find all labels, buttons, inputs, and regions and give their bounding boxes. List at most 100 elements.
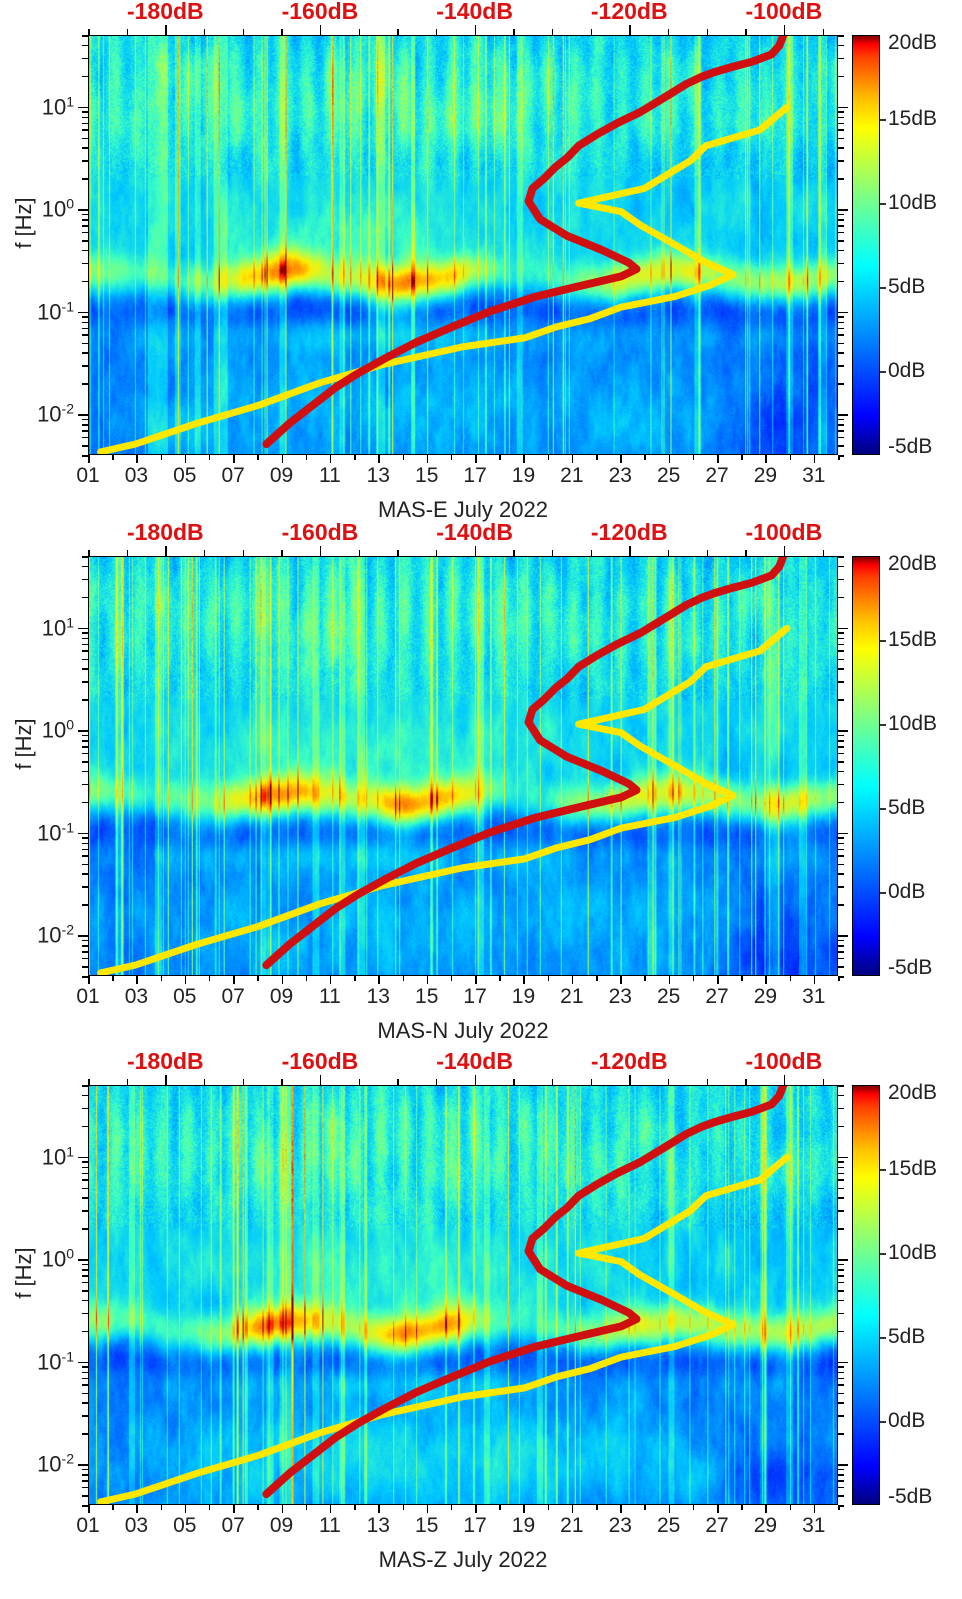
right-axis-minor-tick [838,316,844,318]
frequency-axis-minor-tick [82,321,88,324]
right-axis-minor-tick [838,1486,844,1489]
right-axis-minor-tick [838,873,844,875]
top-axis-tick [281,29,283,35]
top-axis-tick [551,550,554,556]
noise-model-overlay [97,36,791,454]
right-axis-minor-tick [838,1161,844,1163]
day-axis-tick [789,976,792,981]
right-axis-minor-tick [838,1402,844,1404]
frequency-axis-minor-tick [82,1402,88,1404]
day-axis-tick [499,1505,501,1510]
top-axis-tick [319,546,322,556]
top-axis-tick [435,550,438,556]
right-axis-minor-tick [838,321,844,324]
right-axis-tick [838,106,848,109]
frequency-axis-minor-tick [82,1290,88,1292]
right-axis-minor-tick [838,1371,844,1374]
day-axis-tick [789,1505,792,1510]
frequency-axis-minor-tick [82,761,88,763]
top-db-axis: -180dB -160dB -140dB -120dB -100dB [88,0,838,35]
frequency-label-mantissa: 10 [37,299,62,325]
day-axis-label: 29 [753,1514,778,1537]
top-axis-tick [822,1079,825,1085]
right-axis-minor-tick [838,1299,844,1302]
right-axis-minor-tick [838,1228,844,1230]
day-axis-label: 07 [221,1514,245,1537]
top-axis-tick [165,25,167,35]
day-axis-tick [208,455,211,460]
top-axis-label: -160dB [281,0,359,24]
frequency-axis-minor-tick [82,632,88,634]
top-axis-tick [474,25,477,35]
frequency-axis-minor-tick [82,556,88,558]
right-axis-minor-tick [838,213,844,216]
day-axis-tick [402,976,405,981]
spectrogram-plot [88,1085,838,1505]
day-axis-tick [499,455,501,460]
frequency-axis-minor-tick [82,1468,88,1471]
colorbar-labels: 20dB 15dB 10dB 5dB 0dB -5dB [884,1081,962,1508]
day-axis-tick [160,1505,163,1510]
day-axis-label: 15 [415,985,439,1008]
top-axis-tick [435,29,438,35]
frequency-axis-minor-tick [82,873,88,875]
day-axis-label: 05 [173,985,197,1008]
day-axis-tick [523,1505,525,1513]
day-axis-tick [741,976,743,981]
day-axis-label: 01 [76,464,100,487]
top-axis-tick [590,550,593,556]
day-axis-label: 05 [173,464,197,487]
frequency-axis-minor-tick [82,848,88,851]
day-axis-label: 23 [608,1514,632,1537]
frequency-axis-tick [78,209,88,211]
top-axis-tick [629,546,631,556]
right-axis-minor-tick [838,668,844,670]
top-axis-label: -140dB [436,519,513,545]
day-axis-label: 31 [802,985,826,1008]
day-axis-tick [378,455,380,463]
right-axis-minor-tick [838,1210,844,1212]
frequency-axis-minor-tick [82,1263,88,1266]
top-axis-tick [358,550,361,556]
day-axis-tick [208,1505,211,1510]
spectrogram-panel-mas-e: -180dB -160dB -140dB -120dB -100dB f [Hz] 10… [0,0,962,533]
day-axis-tick [305,1505,308,1510]
frequency-axis-minor-tick [82,352,88,354]
top-axis-label: -180dB [126,0,204,24]
day-axis-tick [644,976,646,981]
frequency-label-mantissa: 10 [41,196,67,222]
day-axis-tick [450,455,453,460]
right-axis-minor-tick [838,1392,844,1395]
frequency-axis-minor-tick [82,578,88,581]
colorbar-label: -5dB [888,435,933,458]
top-axis-label: -120dB [590,519,668,545]
day-axis-label: 29 [753,464,778,487]
right-axis-minor-tick [838,699,844,701]
top-axis-tick [822,29,825,35]
right-axis-minor-tick [838,855,844,857]
colorbar-label: 0dB [888,1409,926,1432]
frequency-axis-minor-tick [82,1480,88,1482]
day-axis-tick [523,455,525,463]
right-axis-minor-tick [838,1330,844,1333]
frequency-label-exponent: 1 [66,613,74,630]
frequency-axis-title: f [Hz] [11,718,36,770]
frequency-label-mantissa: 10 [37,401,62,427]
right-axis-tick [838,1361,848,1364]
day-axis-tick [208,976,211,981]
frequency-label-exponent: -2 [61,1450,74,1467]
right-axis-minor-tick [838,951,844,953]
top-axis-tick [590,1079,593,1085]
right-axis-tick [838,209,848,211]
new-low-noise-model-curve [97,103,791,454]
top-axis-label: -160dB [281,1048,359,1074]
top-axis-label: -100dB [745,1048,823,1074]
top-axis-tick [590,29,593,35]
frequency-axis-label: 101 [42,614,74,641]
right-axis-minor-tick [838,1312,844,1315]
day-axis-tick [160,976,163,981]
day-axis-tick [717,976,719,984]
right-axis-minor-tick [838,1495,844,1497]
top-axis-label: -120dB [590,0,668,24]
spectrogram-image [89,36,837,454]
